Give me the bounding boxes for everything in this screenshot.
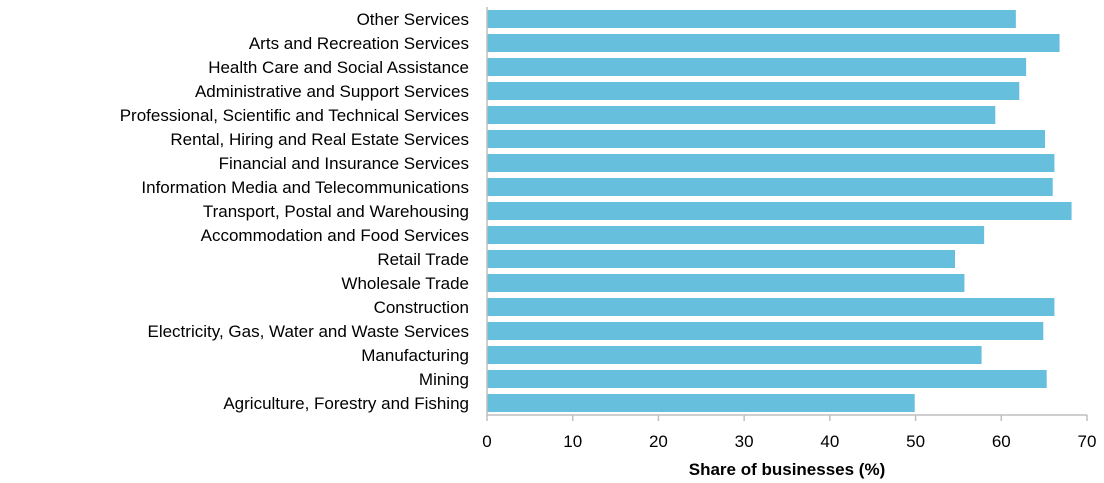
bar [487, 34, 1060, 52]
category-label: Agriculture, Forestry and Fishing [223, 394, 469, 413]
category-label: Arts and Recreation Services [249, 34, 469, 53]
category-label: Wholesale Trade [341, 274, 469, 293]
bar [487, 250, 955, 268]
x-axis-title: Share of businesses (%) [689, 460, 886, 479]
x-tick-label: 70 [1078, 432, 1097, 451]
bar [487, 226, 985, 244]
category-label: Construction [374, 298, 469, 317]
x-axis-ticks: 0 10 20 30 40 50 60 70 [482, 415, 1096, 451]
category-label: Rental, Hiring and Real Estate Services [170, 130, 469, 149]
bar [487, 82, 1020, 100]
x-tick-label: 30 [735, 432, 754, 451]
category-label: Financial and Insurance Services [219, 154, 469, 173]
x-tick-label: 50 [906, 432, 925, 451]
category-label: Electricity, Gas, Water and Waste Servic… [147, 322, 469, 341]
category-label: Transport, Postal and Warehousing [203, 202, 469, 221]
x-tick-label: 10 [563, 432, 582, 451]
bar [487, 370, 1047, 388]
bar [487, 202, 1072, 220]
category-label: Manufacturing [361, 346, 469, 365]
bar [487, 130, 1045, 148]
bar [487, 322, 1044, 340]
x-tick-label: 0 [482, 432, 491, 451]
bar [487, 10, 1016, 28]
bar [487, 394, 915, 412]
x-tick-label: 40 [820, 432, 839, 451]
category-label: Retail Trade [377, 250, 469, 269]
category-label: Health Care and Social Assistance [208, 58, 469, 77]
bar [487, 346, 982, 364]
bar [487, 274, 965, 292]
bar [487, 58, 1027, 76]
category-label: Other Services [357, 10, 469, 29]
bar [487, 298, 1055, 316]
bar [487, 154, 1055, 172]
bar [487, 106, 996, 124]
category-labels: Other Services Arts and Recreation Servic… [120, 10, 469, 413]
bar [487, 178, 1053, 196]
category-label: Information Media and Telecommunications [141, 178, 469, 197]
bars-group [487, 10, 1072, 412]
category-label: Professional, Scientific and Technical S… [120, 106, 469, 125]
category-label: Administrative and Support Services [195, 82, 469, 101]
category-label: Mining [419, 370, 469, 389]
category-label: Accommodation and Food Services [201, 226, 469, 245]
x-tick-label: 60 [992, 432, 1011, 451]
x-tick-label: 20 [649, 432, 668, 451]
